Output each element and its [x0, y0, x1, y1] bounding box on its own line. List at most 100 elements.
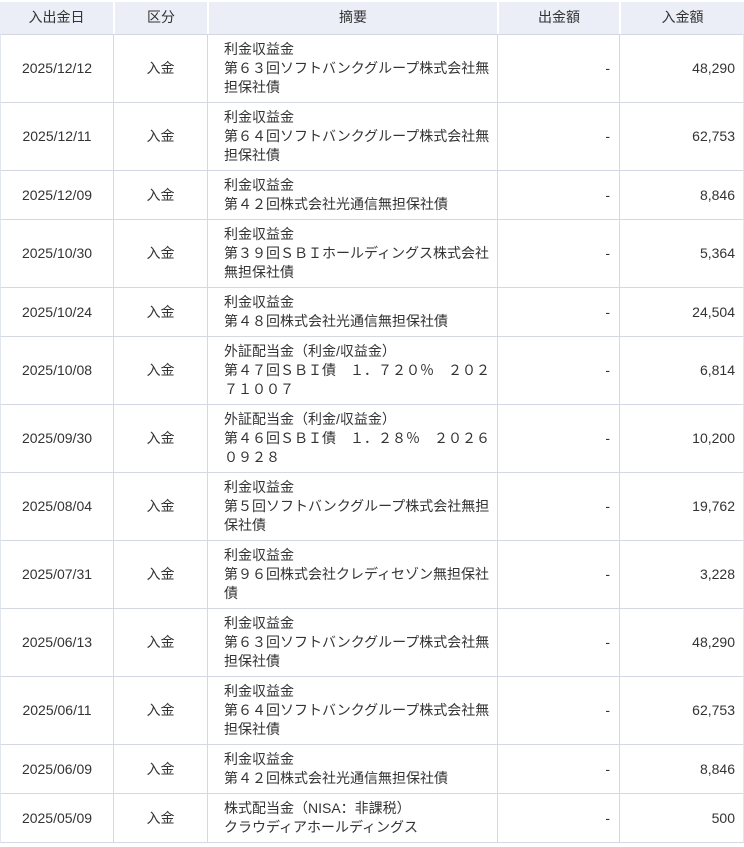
description-cell: 外証配当金（利金/収益金） 第４６回ＳＢＩ債 １．２８％ ２０２６０９２８ — [207, 405, 497, 473]
description-cell: 利金収益金第４８回株式会社光通信無担保社債 — [207, 288, 497, 337]
category-cell: 入金 — [113, 103, 207, 171]
date-cell: 2025/06/13 — [0, 609, 113, 677]
description-cell: 利金収益金第６４回ソフトバンクグループ株式会社無担保社債 — [207, 677, 497, 745]
description-cell: 利金収益金第６４回ソフトバンクグループ株式会社無担保社債 — [207, 103, 497, 171]
description-line: 外証配当金（利金/収益金） — [224, 343, 396, 359]
withdrawal-cell: - — [497, 103, 619, 171]
table-row: 2025/12/12 入金 利金収益金第６３回ソフトバンクグループ株式会社無担保… — [0, 34, 744, 103]
deposit-cell: 48,290 — [619, 609, 744, 677]
date-cell: 2025/12/09 — [0, 171, 113, 220]
description-line: 外証配当金（利金/収益金） — [224, 411, 396, 427]
description-line: 利金収益金 — [224, 177, 294, 193]
date-cell: 2025/09/30 — [0, 405, 113, 473]
table-row: 2025/12/11 入金 利金収益金第６４回ソフトバンクグループ株式会社無担保… — [0, 103, 744, 171]
withdrawal-cell: - — [497, 220, 619, 288]
withdrawal-cell: - — [497, 34, 619, 103]
withdrawal-cell: - — [497, 473, 619, 541]
description-line: 第３９回ＳＢＩホールディングス株式会社無担保社債 — [224, 245, 490, 280]
header-deposit-amount: 入金額 — [619, 0, 744, 34]
description-line: 第６４回ソフトバンクグループ株式会社無担保社債 — [224, 702, 490, 737]
description-line: 利金収益金 — [224, 683, 294, 699]
deposit-cell: 19,762 — [619, 473, 744, 541]
date-cell: 2025/10/08 — [0, 337, 113, 405]
deposit-cell: 48,290 — [619, 34, 744, 103]
description-line: 株式配当金（NISA：非課税） — [224, 800, 411, 816]
description-cell: 利金収益金第５回ソフトバンクグループ株式会社無担保社債 — [207, 473, 497, 541]
table-row: 2025/07/31 入金 利金収益金 第９６回株式会社クレディセゾン無担保社債 … — [0, 541, 744, 609]
description-line: 利金収益金 — [224, 479, 294, 495]
table-row: 2025/06/11 入金 利金収益金第６４回ソフトバンクグループ株式会社無担保… — [0, 677, 744, 745]
description-line: クラウディアホールディングス — [224, 819, 419, 835]
date-cell: 2025/05/09 — [0, 794, 113, 843]
deposit-cell: 24,504 — [619, 288, 744, 337]
table-header: 入出金日 区分 摘要 出金額 入金額 — [0, 0, 744, 34]
header-category: 区分 — [113, 0, 207, 34]
category-cell: 入金 — [113, 745, 207, 794]
deposit-cell: 62,753 — [619, 103, 744, 171]
deposit-cell: 5,364 — [619, 220, 744, 288]
description-line: 利金収益金 — [224, 41, 294, 57]
deposit-cell: 10,200 — [619, 405, 744, 473]
description-line: 第４２回株式会社光通信無担保社債 — [224, 196, 448, 212]
deposit-cell: 8,846 — [619, 745, 744, 794]
withdrawal-cell: - — [497, 405, 619, 473]
table-row: 2025/06/13 入金 利金収益金第６３回ソフトバンクグループ株式会社無担保… — [0, 609, 744, 677]
withdrawal-cell: - — [497, 171, 619, 220]
description-line: 第４６回ＳＢＩ債 １．２８％ ２０２６０９２８ — [224, 430, 490, 465]
description-line: 第４２回株式会社光通信無担保社債 — [224, 770, 448, 786]
description-line: 利金収益金 — [224, 109, 294, 125]
description-line: 第５回ソフトバンクグループ株式会社無担保社債 — [224, 498, 490, 533]
deposit-cell: 62,753 — [619, 677, 744, 745]
description-line: 第６３回ソフトバンクグループ株式会社無担保社債 — [224, 60, 490, 95]
description-line: 利金収益金 — [224, 294, 294, 310]
description-line: 利金収益金 — [224, 547, 294, 563]
date-cell: 2025/07/31 — [0, 541, 113, 609]
header-row: 入出金日 区分 摘要 出金額 入金額 — [0, 0, 744, 34]
date-cell: 2025/12/11 — [0, 103, 113, 171]
description-cell: 利金収益金第９６回株式会社クレディセゾン無担保社債 — [207, 541, 497, 609]
description-line: 第９６回株式会社クレディセゾン無担保社債 — [224, 566, 490, 601]
category-cell: 入金 — [113, 34, 207, 103]
table-row: 2025/10/24 入金 利金収益金 第４８回株式会社光通信無担保社債 - 24… — [0, 288, 744, 337]
category-cell: 入金 — [113, 337, 207, 405]
date-cell: 2025/12/12 — [0, 34, 113, 103]
description-line: 第６４回ソフトバンクグループ株式会社無担保社債 — [224, 128, 490, 163]
description-cell: 外証配当金（利金/収益金） 第４７回ＳＢＩ債 １．７２０％ ２０２７１００７ — [207, 337, 497, 405]
description-line: 利金収益金 — [224, 226, 294, 242]
date-cell: 2025/10/30 — [0, 220, 113, 288]
category-cell: 入金 — [113, 405, 207, 473]
description-line: 利金収益金 — [224, 615, 294, 631]
table-row: 2025/06/09 入金 利金収益金 第４２回株式会社光通信無担保社債 - 8,… — [0, 745, 744, 794]
deposit-cell: 500 — [619, 794, 744, 843]
withdrawal-cell: - — [497, 609, 619, 677]
withdrawal-cell: - — [497, 337, 619, 405]
date-cell: 2025/06/09 — [0, 745, 113, 794]
category-cell: 入金 — [113, 794, 207, 843]
category-cell: 入金 — [113, 220, 207, 288]
description-cell: 株式配当金（NISA：非課税） クラウディアホールディングス — [207, 794, 497, 843]
date-cell: 2025/06/11 — [0, 677, 113, 745]
description-line: 利金収益金 — [224, 751, 294, 767]
date-cell: 2025/08/04 — [0, 473, 113, 541]
table-row: 2025/10/08 入金 外証配当金（利金/収益金） 第４７回ＳＢＩ債 １．７２… — [0, 337, 744, 405]
category-cell: 入金 — [113, 609, 207, 677]
table-body: 2025/12/12 入金 利金収益金第６３回ソフトバンクグループ株式会社無担保… — [0, 34, 744, 843]
description-line: 第４７回ＳＢＩ債 １．７２０％ ２０２７１００７ — [224, 362, 490, 397]
category-cell: 入金 — [113, 171, 207, 220]
description-cell: 利金収益金第４２回株式会社光通信無担保社債 — [207, 171, 497, 220]
withdrawal-cell: - — [497, 288, 619, 337]
table-row: 2025/05/09 入金 株式配当金（NISA：非課税） クラウディアホールディ… — [0, 794, 744, 843]
category-cell: 入金 — [113, 541, 207, 609]
description-line: 第４８回株式会社光通信無担保社債 — [224, 313, 448, 329]
withdrawal-cell: - — [497, 677, 619, 745]
category-cell: 入金 — [113, 677, 207, 745]
table-row: 2025/10/30 入金 利金収益金第３９回ＳＢＩホールディングス株式会社無担… — [0, 220, 744, 288]
table-row: 2025/08/04 入金 利金収益金第５回ソフトバンクグループ株式会社無担保社… — [0, 473, 744, 541]
description-line: 第６３回ソフトバンクグループ株式会社無担保社債 — [224, 634, 490, 669]
table-row: 2025/09/30 入金 外証配当金（利金/収益金） 第４６回ＳＢＩ債 １．２８… — [0, 405, 744, 473]
category-cell: 入金 — [113, 473, 207, 541]
deposit-cell: 8,846 — [619, 171, 744, 220]
header-withdrawal-amount: 出金額 — [497, 0, 619, 34]
deposit-cell: 3,228 — [619, 541, 744, 609]
